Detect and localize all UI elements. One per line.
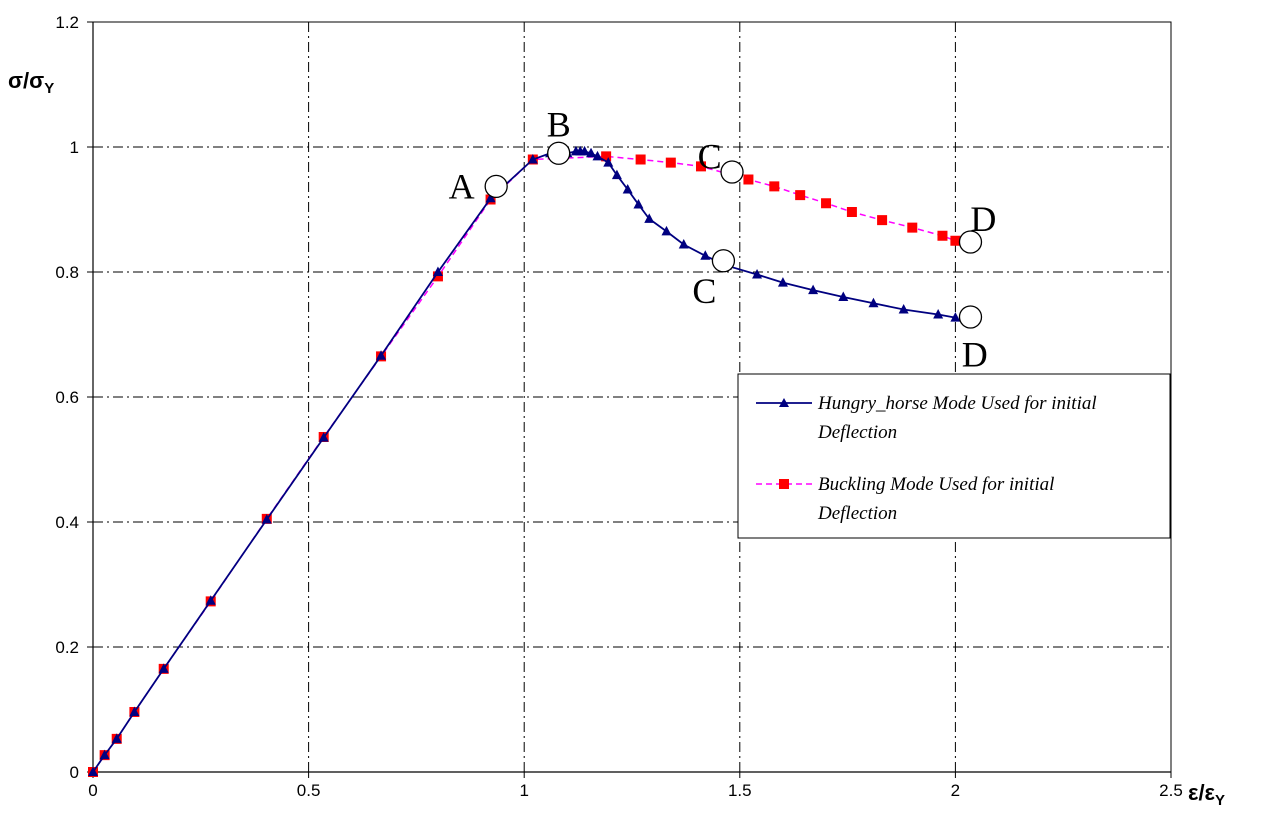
- y-tick-label: 0.4: [55, 513, 79, 532]
- data-point-buckling: [907, 222, 918, 233]
- annotation-circle: [711, 249, 736, 273]
- data-point-hungry-horse: [579, 145, 590, 156]
- data-point-buckling: [795, 190, 806, 201]
- annotation-circle: [958, 230, 983, 254]
- x-tick-label: 0: [88, 781, 97, 800]
- data-point-hungry-horse: [205, 595, 216, 605]
- legend-box: [737, 373, 1171, 539]
- x-axis-title: ε/εY: [1188, 780, 1225, 809]
- data-point-hungry-horse: [700, 250, 711, 260]
- data-point-hungry-horse: [603, 157, 614, 167]
- data-point-buckling: [601, 151, 612, 162]
- legend: Hungry_horse Mode Used for initial Defle…: [737, 373, 1171, 539]
- data-point-buckling: [950, 235, 961, 246]
- data-point-buckling: [635, 154, 646, 165]
- annotation-circle: [720, 160, 744, 184]
- annotation-label: C: [698, 136, 722, 176]
- data-point-hungry-horse: [868, 297, 879, 308]
- legend-label-buckling-cont: Deflection: [817, 503, 897, 524]
- y-tick-label: 0.8: [55, 263, 79, 282]
- legend-label-hungry-horse: Hungry_horse Mode Used for initial: [817, 393, 1097, 414]
- data-point-hungry-horse: [158, 663, 169, 673]
- data-point-hungry-horse: [933, 309, 944, 319]
- x-tick-label: 2.5: [1159, 781, 1183, 800]
- annotation-label: B: [547, 105, 571, 145]
- x-axis-ticks: 0 0.5 1 1.5 2 2.5: [88, 781, 1183, 800]
- y-axis-ticks: 0 0.2 0.4 0.6 0.8 1 1.2: [55, 13, 79, 782]
- data-point-hungry-horse: [633, 199, 644, 209]
- legend-label-hungry-horse-cont: Deflection: [817, 422, 897, 443]
- data-point-hungry-horse: [129, 706, 140, 716]
- data-point-hungry-horse: [592, 150, 603, 161]
- data-point-hungry-horse: [376, 350, 387, 360]
- data-point-hungry-horse: [88, 766, 98, 776]
- annotation-circle: [547, 141, 571, 165]
- y-tick-label: 0: [70, 763, 79, 782]
- data-point-buckling: [846, 207, 857, 217]
- x-tick-label: 1.5: [728, 781, 752, 800]
- data-point-hungry-horse: [485, 192, 496, 203]
- y-tick-label: 0.2: [55, 638, 79, 657]
- data-point-hungry-horse: [318, 432, 329, 442]
- x-tick-label: 1: [519, 781, 528, 800]
- data-point-buckling: [743, 174, 754, 185]
- data-point-hungry-horse: [611, 169, 622, 180]
- legend-label-buckling: Buckling Mode Used for initial: [818, 474, 1054, 495]
- annotation-circle: [958, 305, 983, 329]
- data-point-hungry-horse: [527, 154, 538, 164]
- data-point-hungry-horse: [752, 269, 763, 279]
- data-point-hungry-horse: [586, 147, 597, 158]
- data-point-hungry-horse: [678, 239, 689, 249]
- data-point-hungry-horse: [111, 733, 122, 743]
- data-point-buckling: [769, 181, 780, 192]
- data-point-buckling: [877, 215, 888, 226]
- annotation-label: C: [692, 271, 716, 311]
- data-point-buckling: [821, 198, 832, 209]
- y-axis-title-main: σ/σ: [8, 68, 44, 93]
- legend-marker-hungry-horse: [779, 398, 789, 407]
- axes: [87, 21, 1172, 778]
- data-point-hungry-horse: [661, 225, 672, 236]
- data-point-hungry-horse: [808, 284, 819, 295]
- y-tick-label: 1.2: [55, 13, 79, 32]
- series-layer: [88, 145, 961, 777]
- annotation-label: D: [970, 199, 996, 239]
- data-point-hungry-horse: [261, 514, 272, 524]
- data-point-buckling: [665, 157, 676, 168]
- x-tick-label: 2: [951, 781, 960, 800]
- annotation-label: D: [962, 335, 988, 375]
- data-point-hungry-horse: [838, 291, 849, 301]
- data-point-buckling: [695, 161, 706, 172]
- y-axis-title-sub: Y: [44, 80, 54, 97]
- annotation-label: A: [449, 166, 475, 206]
- data-point-hungry-horse: [432, 266, 443, 276]
- y-tick-label: 0.6: [55, 388, 79, 407]
- data-point-buckling: [432, 271, 443, 282]
- x-axis-title-sub: Y: [1215, 792, 1225, 809]
- data-point-buckling: [937, 230, 948, 241]
- data-point-hungry-horse: [99, 749, 110, 760]
- data-point-hungry-horse: [622, 184, 633, 194]
- data-point-hungry-horse: [898, 304, 909, 314]
- data-point-hungry-horse: [950, 312, 961, 322]
- x-tick-label: 0.5: [297, 781, 321, 800]
- data-point-hungry-horse: [644, 213, 655, 223]
- annotation-circle: [484, 174, 508, 199]
- data-point-hungry-horse: [777, 277, 788, 287]
- x-axis-title-main: ε/ε: [1188, 780, 1216, 805]
- legend-marker-buckling: [779, 479, 789, 489]
- y-tick-label: 1: [70, 138, 79, 157]
- y-axis-title: σ/σY: [8, 68, 54, 97]
- annotations-layer: A B C D C D: [449, 105, 997, 375]
